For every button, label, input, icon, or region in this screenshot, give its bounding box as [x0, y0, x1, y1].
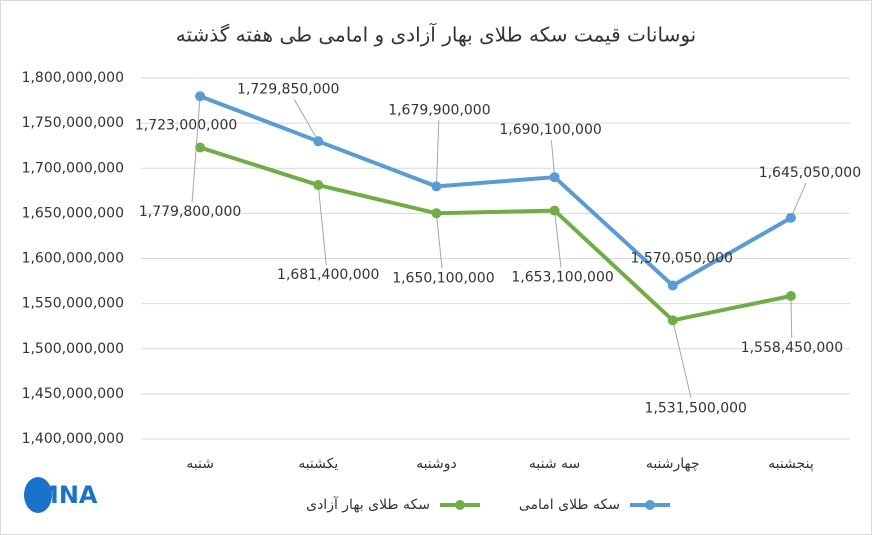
legend-marker	[645, 500, 655, 510]
data-point	[785, 212, 796, 223]
logo: IMNA	[24, 477, 98, 513]
chart-title: نوسانات قیمت سکه طلای بهار آزادی و امامی…	[176, 22, 696, 47]
data-point	[549, 172, 560, 183]
data-label: 1,679,900,000	[388, 102, 490, 118]
y-tick-label: 1,450,000,000	[22, 386, 124, 402]
data-label: 1,558,450,000	[741, 340, 843, 356]
data-label: 1,729,850,000	[237, 81, 339, 97]
legend-label: سکه طلای امامی	[519, 497, 620, 513]
x-tick-label: شنبه	[186, 456, 214, 472]
y-tick-label: 1,750,000,000	[22, 115, 124, 131]
leader-line	[672, 320, 692, 399]
leader-line	[790, 295, 793, 339]
logo-text: IMNA	[26, 481, 98, 509]
leader-line	[790, 182, 807, 219]
y-tick-label: 1,800,000,000	[22, 70, 124, 86]
y-tick-label: 1,550,000,000	[22, 296, 124, 312]
data-point	[549, 205, 560, 216]
series-line	[199, 94, 792, 288]
legend-marker	[455, 500, 465, 510]
x-tick-label: دوشنبه	[416, 456, 457, 472]
leader-line	[191, 96, 201, 203]
data-point	[431, 208, 442, 219]
y-tick-label: 1,400,000,000	[22, 431, 124, 447]
data-point	[313, 136, 324, 147]
y-tick-label: 1,600,000,000	[22, 251, 124, 267]
leader-line	[317, 184, 327, 266]
logo-globe	[24, 477, 52, 513]
data-label: 1,531,500,000	[645, 400, 747, 416]
data-label: 1,723,000,000	[135, 117, 237, 133]
series-line	[199, 145, 792, 323]
data-label: 1,779,800,000	[139, 204, 241, 220]
data-point	[667, 315, 678, 326]
legend-label: سکه طلای بهار آزادی	[306, 496, 430, 513]
data-label: 1,645,050,000	[759, 165, 861, 181]
data-point	[785, 290, 796, 301]
data-label: 1,653,100,000	[511, 270, 613, 286]
data-label: 1,690,100,000	[499, 122, 601, 138]
data-point	[195, 142, 206, 153]
leader-line	[554, 210, 562, 268]
x-tick-label: یکشنبه	[298, 456, 338, 472]
data-label: 1,681,400,000	[277, 267, 379, 283]
data-point	[667, 280, 678, 291]
data-point	[195, 91, 206, 102]
leader-line	[293, 99, 319, 142]
y-tick-label: 1,500,000,000	[22, 341, 124, 357]
leader-line	[550, 140, 556, 178]
y-tick-label: 1,700,000,000	[22, 160, 124, 176]
x-tick-label: پنجشنبه	[768, 456, 814, 472]
data-label: 1,650,100,000	[392, 270, 494, 286]
x-tick-label: سه شنبه	[529, 456, 580, 472]
data-point	[313, 180, 324, 191]
data-point	[431, 181, 442, 192]
leader-line	[435, 213, 443, 269]
y-tick-label: 1,650,000,000	[22, 205, 124, 221]
x-tick-label: چهارشنبه	[646, 456, 700, 472]
leader-line	[435, 120, 440, 187]
data-label: 1,570,050,000	[631, 251, 733, 267]
